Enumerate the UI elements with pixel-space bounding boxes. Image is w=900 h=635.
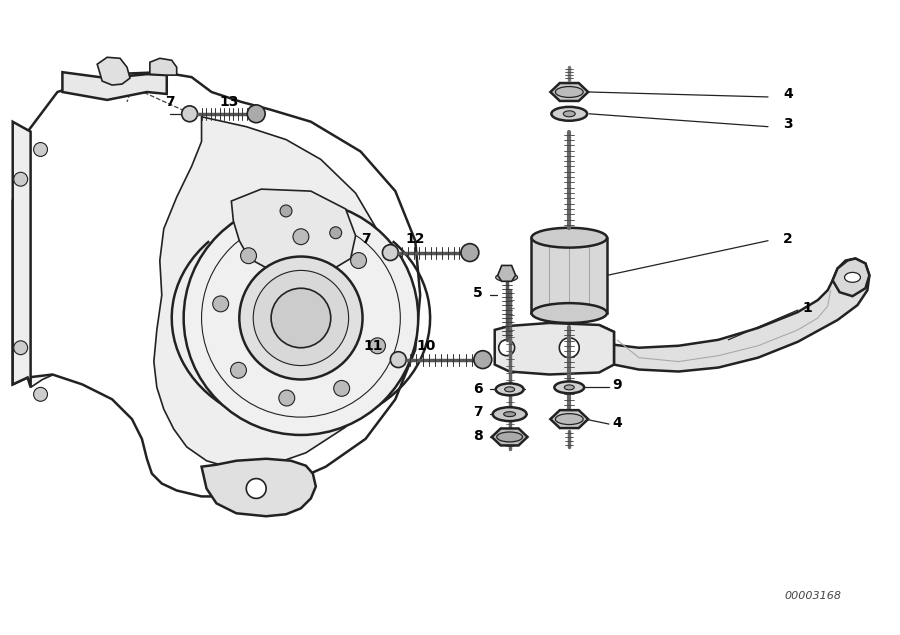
Ellipse shape xyxy=(505,387,515,392)
Ellipse shape xyxy=(532,303,607,323)
Circle shape xyxy=(230,363,247,378)
Circle shape xyxy=(212,296,229,312)
Ellipse shape xyxy=(555,86,583,97)
Circle shape xyxy=(248,105,266,123)
Ellipse shape xyxy=(563,111,575,117)
Ellipse shape xyxy=(844,272,860,283)
Circle shape xyxy=(33,142,48,156)
Ellipse shape xyxy=(555,413,583,425)
Text: 6: 6 xyxy=(473,382,482,396)
Text: 7: 7 xyxy=(165,95,175,109)
Circle shape xyxy=(184,201,418,435)
Circle shape xyxy=(240,248,256,264)
Polygon shape xyxy=(532,237,607,313)
Polygon shape xyxy=(498,265,516,281)
Circle shape xyxy=(280,205,292,217)
Ellipse shape xyxy=(497,432,523,442)
Polygon shape xyxy=(231,189,356,274)
Polygon shape xyxy=(97,57,130,85)
Circle shape xyxy=(14,341,28,355)
Text: 7: 7 xyxy=(473,405,482,419)
Text: 00003168: 00003168 xyxy=(784,591,842,601)
Ellipse shape xyxy=(532,228,607,248)
Circle shape xyxy=(329,227,342,239)
Circle shape xyxy=(182,106,198,122)
Text: 2: 2 xyxy=(783,232,793,246)
Circle shape xyxy=(499,340,515,356)
Circle shape xyxy=(293,229,309,244)
Polygon shape xyxy=(599,258,869,371)
Circle shape xyxy=(14,172,28,186)
Text: 13: 13 xyxy=(220,95,239,109)
Polygon shape xyxy=(13,122,31,387)
Circle shape xyxy=(474,351,491,368)
Polygon shape xyxy=(13,72,420,497)
Text: 8: 8 xyxy=(473,429,482,443)
Polygon shape xyxy=(202,458,316,516)
Text: 9: 9 xyxy=(612,378,622,392)
Circle shape xyxy=(559,338,580,358)
Polygon shape xyxy=(154,117,395,469)
Polygon shape xyxy=(495,323,614,375)
Circle shape xyxy=(279,390,294,406)
Circle shape xyxy=(334,380,349,396)
Text: 10: 10 xyxy=(417,338,436,353)
Ellipse shape xyxy=(552,107,587,121)
Text: 4: 4 xyxy=(612,416,622,430)
Text: 7: 7 xyxy=(361,232,370,246)
Polygon shape xyxy=(150,58,176,75)
Ellipse shape xyxy=(496,274,518,281)
Ellipse shape xyxy=(492,407,526,421)
Ellipse shape xyxy=(496,384,524,396)
Polygon shape xyxy=(551,410,588,428)
Circle shape xyxy=(239,257,363,380)
Ellipse shape xyxy=(504,411,516,417)
Polygon shape xyxy=(62,72,166,100)
Text: 5: 5 xyxy=(473,286,482,300)
Text: 1: 1 xyxy=(803,301,813,315)
Text: 4: 4 xyxy=(783,87,793,101)
Circle shape xyxy=(247,479,266,498)
Text: 3: 3 xyxy=(783,117,793,131)
Circle shape xyxy=(271,288,330,348)
Circle shape xyxy=(382,244,399,260)
Polygon shape xyxy=(491,429,527,445)
Circle shape xyxy=(33,387,48,401)
Circle shape xyxy=(351,253,366,269)
Text: 11: 11 xyxy=(364,338,383,353)
Circle shape xyxy=(370,338,385,354)
Circle shape xyxy=(461,244,479,262)
Polygon shape xyxy=(832,258,869,296)
Polygon shape xyxy=(31,92,389,458)
Text: 12: 12 xyxy=(406,232,425,246)
Ellipse shape xyxy=(554,382,584,393)
Circle shape xyxy=(253,271,348,366)
Circle shape xyxy=(391,352,406,368)
Ellipse shape xyxy=(564,385,574,390)
Polygon shape xyxy=(551,83,588,101)
